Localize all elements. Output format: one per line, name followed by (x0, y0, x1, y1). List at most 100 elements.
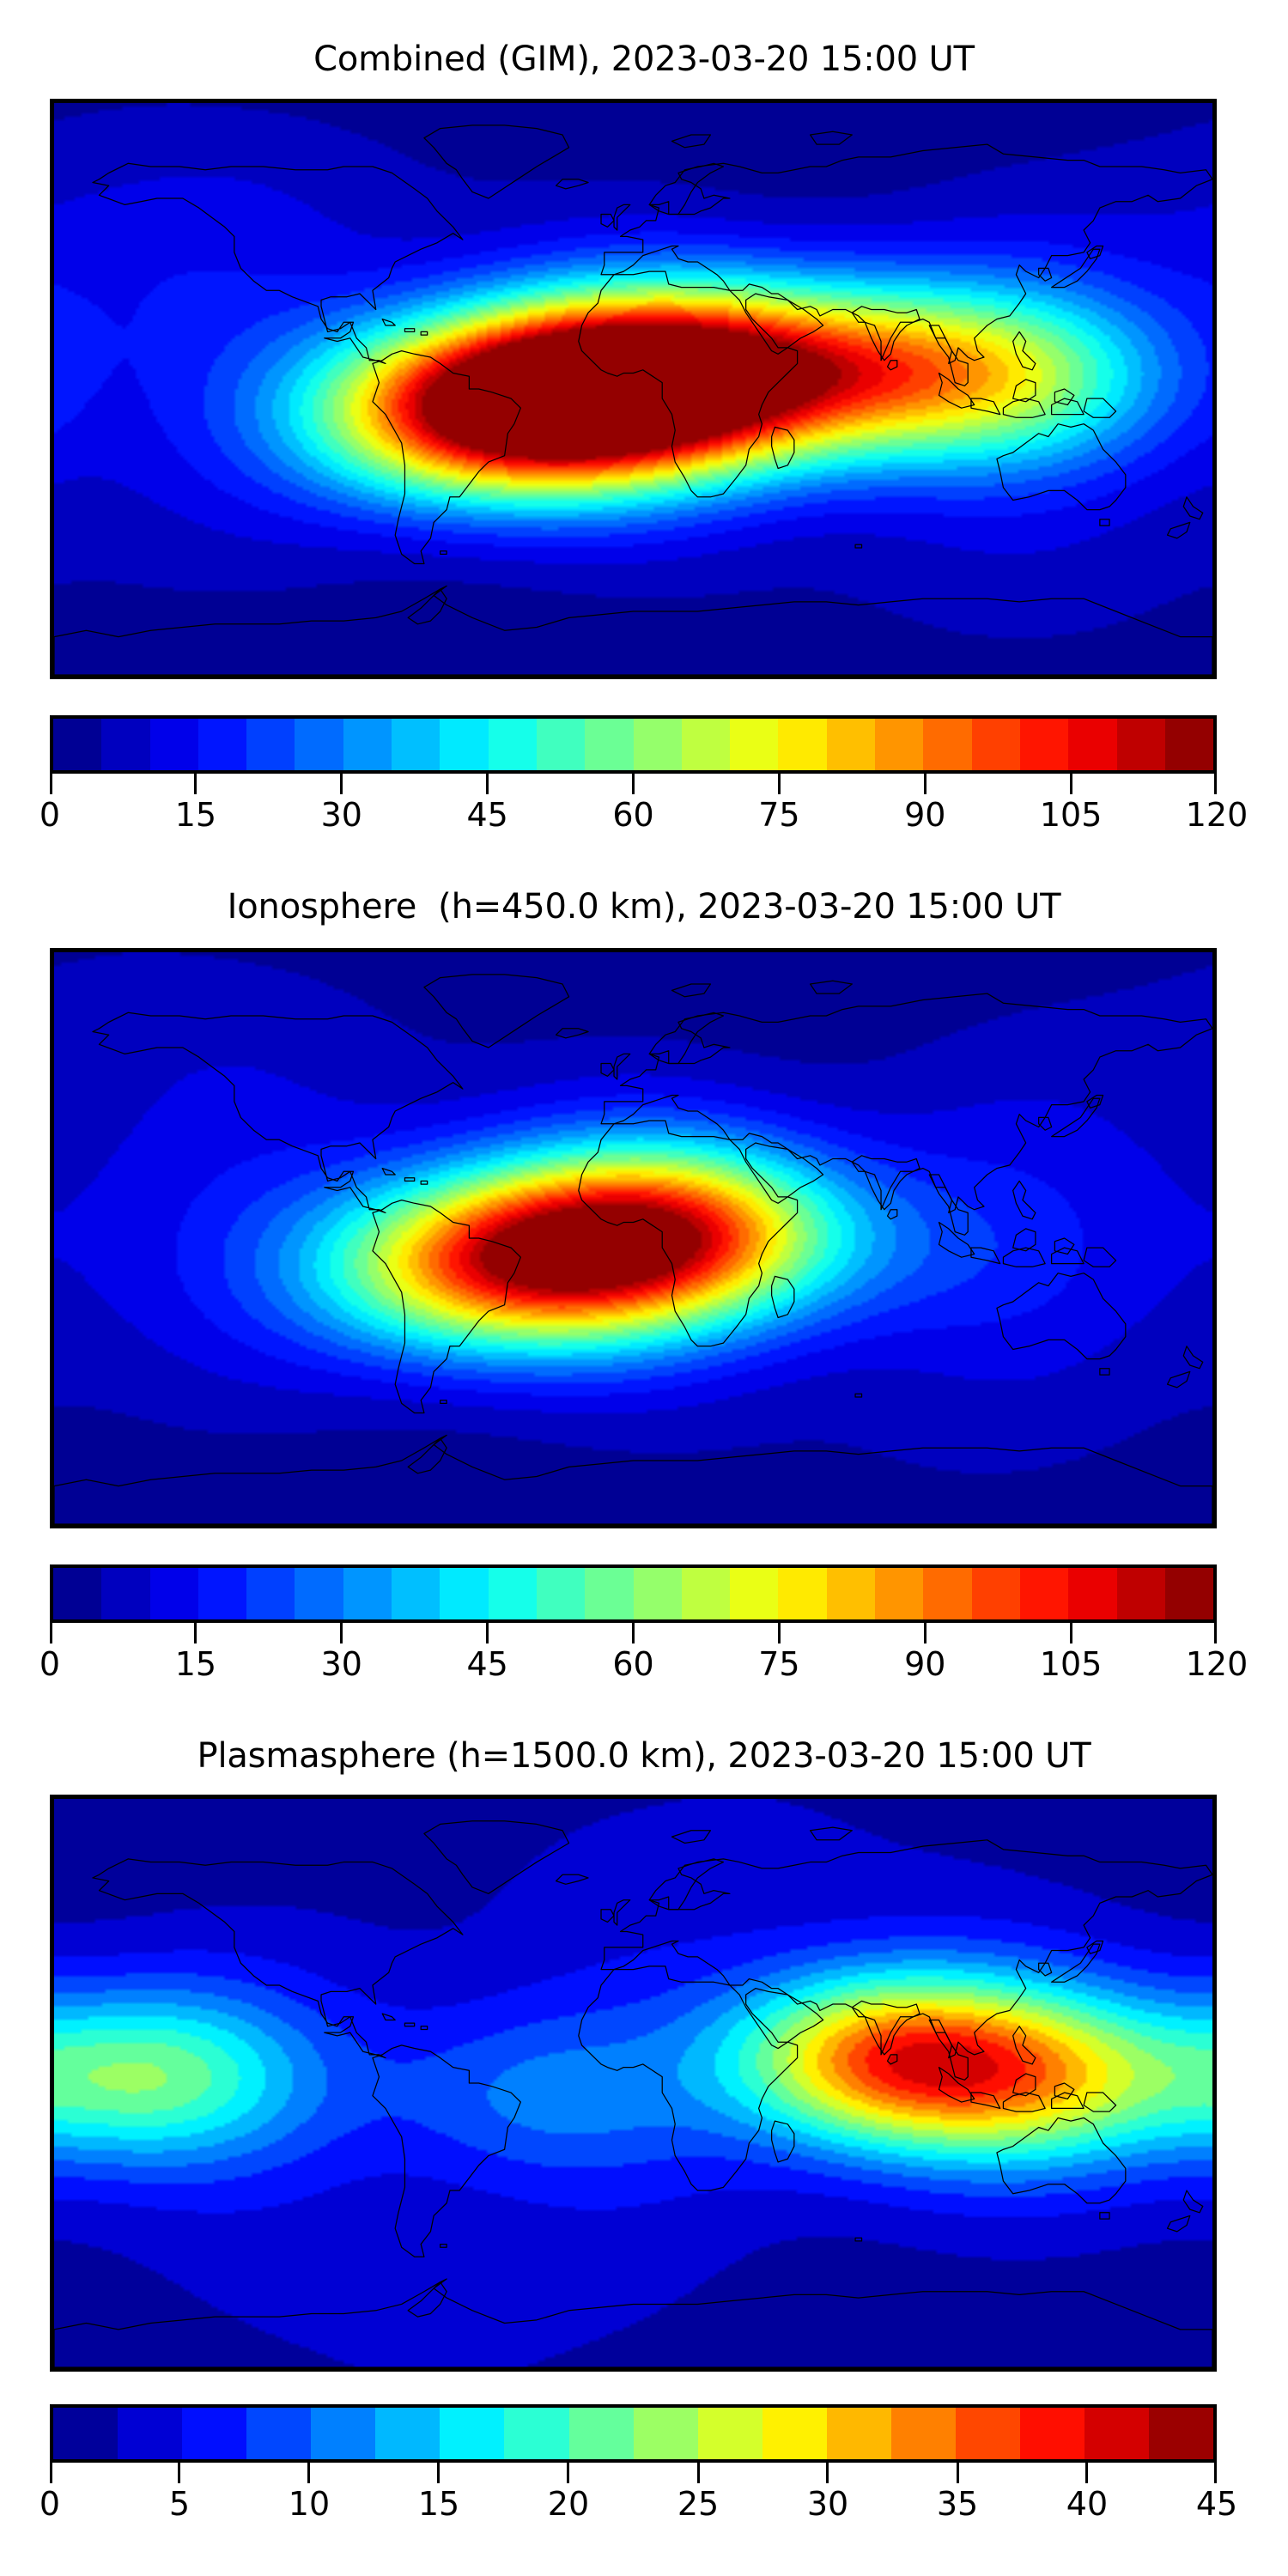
coastline-path (649, 1859, 723, 1910)
colorbar-tick (956, 2463, 959, 2483)
colorbar-tick-label: 45 (466, 1645, 508, 1683)
colorbar-band (923, 1568, 972, 1619)
coastline-path (1039, 1117, 1052, 1130)
colorbar-band (440, 2408, 505, 2459)
coastline-path (601, 1910, 614, 1923)
coastline-path (614, 1900, 630, 1925)
coastline-overlay-ionosphere (54, 952, 1212, 1524)
coastline-path (1168, 1371, 1190, 1388)
coastline-path (811, 981, 853, 993)
colorbar-band (295, 1568, 343, 1619)
colorbar-tick-label: 120 (1185, 1645, 1249, 1683)
coastline-path (556, 1874, 588, 1884)
colorbar-band (53, 2408, 118, 2459)
colorbar-band (1149, 2408, 1214, 2459)
coastline-path (671, 984, 710, 997)
coastline-path (614, 1054, 630, 1079)
colorbar-band (1116, 1568, 1165, 1619)
colorbar-tick-label: 105 (1039, 796, 1103, 834)
coastline-path (929, 1175, 968, 1235)
coastline-path (54, 1435, 1212, 1524)
coastline-path (54, 2279, 1212, 2367)
colorbar-band (101, 719, 150, 770)
coastline-path (1013, 2026, 1036, 2064)
colorbar-band (955, 2408, 1020, 2459)
colorbar-band (118, 2408, 183, 2459)
coastline-path (939, 1223, 974, 1258)
colorbar-band (149, 1568, 198, 1619)
colorbar-combined-gim: 0 15 30 45 60 75 90 105 120 (39, 715, 1248, 844)
colorbar-band (53, 1568, 102, 1619)
colorbar-tick (486, 774, 489, 794)
colorbar-band (762, 2408, 827, 2459)
colorbar-band (311, 2408, 376, 2459)
colorbar-band (778, 1568, 827, 1619)
coastline-path (440, 551, 447, 555)
colorbar-tick (194, 1623, 197, 1643)
colorbar-band (890, 2408, 956, 2459)
coastline-path (1100, 1369, 1109, 1375)
coastline-path (1054, 2083, 1073, 2099)
colorbar-tick-label: 15 (417, 2485, 460, 2523)
colorbar-tick-label: 0 (39, 796, 61, 834)
colorbar-ticks-combined (50, 774, 1217, 796)
coastline-path (440, 1400, 447, 1404)
colorbar-band (246, 719, 295, 770)
colorbar-plasmasphere: 0 5 10 15 20 25 30 35 40 45 (39, 2404, 1237, 2533)
coastline-path (1183, 2190, 1202, 2213)
colorbar-band (295, 719, 343, 770)
coastline-path (601, 993, 1212, 1212)
coastline-path (1100, 2213, 1109, 2219)
coastline-path (1003, 2093, 1045, 2111)
colorbar-band (197, 719, 247, 770)
coastline-path (939, 374, 974, 409)
coastline-path (1183, 1346, 1202, 1369)
colorbar-band (633, 719, 682, 770)
coastline-path (408, 589, 447, 624)
colorbar-band (246, 2408, 312, 2459)
colorbar-band (504, 2408, 569, 2459)
coastline-path (888, 2055, 897, 2064)
colorbar-labels-plasmasphere: 0 5 10 15 20 25 30 35 40 45 (39, 2485, 1237, 2528)
coastline-path (1168, 2215, 1190, 2231)
coastline-path (1183, 497, 1202, 519)
colorbar-tick (340, 774, 343, 794)
coastline-path (852, 307, 920, 361)
colorbar-band (568, 2408, 634, 2459)
coastline-path (424, 125, 569, 198)
colorbar-tick-label: 10 (288, 2485, 331, 2523)
coastline-path (971, 1248, 1000, 1264)
colorbar-band (681, 1568, 731, 1619)
coastline-path (855, 1394, 861, 1397)
coastline-path (772, 427, 794, 468)
coastline-path (1087, 1941, 1103, 1954)
colorbar-band (1019, 2408, 1084, 2459)
colorbar-tick (1069, 1623, 1072, 1643)
coastline-path (1084, 1248, 1115, 1267)
colorbar-gradient-combined (50, 715, 1217, 774)
colorbar-tick (1085, 2463, 1089, 2483)
coastline-path (1039, 268, 1052, 281)
colorbar-tick (486, 1623, 489, 1643)
colorbar-band (697, 2408, 762, 2459)
colorbar-labels-ionosphere: 0 15 30 45 60 75 90 105 120 (39, 1645, 1248, 1688)
coastline-path (404, 329, 414, 332)
coastline-path (649, 1012, 723, 1063)
coastline-path (1054, 1238, 1073, 1255)
colorbar-band (826, 719, 876, 770)
colorbar-tick-label: 60 (612, 1645, 654, 1683)
colorbar-tick-label: 60 (612, 796, 654, 834)
colorbar-tick (826, 2463, 829, 2483)
coastline-path (1013, 1229, 1036, 1251)
colorbar-tick-label: 15 (174, 796, 217, 834)
coastline-path (1013, 2074, 1036, 2096)
colorbar-band (681, 719, 731, 770)
coastline-path (579, 271, 798, 497)
coastline-path (929, 2020, 968, 2080)
colorbar-band (101, 1568, 150, 1619)
coastline-path (373, 351, 520, 564)
coastline-path (1013, 380, 1036, 402)
coastline-path (971, 398, 1000, 415)
colorbar-band (875, 1568, 924, 1619)
colorbar-band (392, 1568, 440, 1619)
